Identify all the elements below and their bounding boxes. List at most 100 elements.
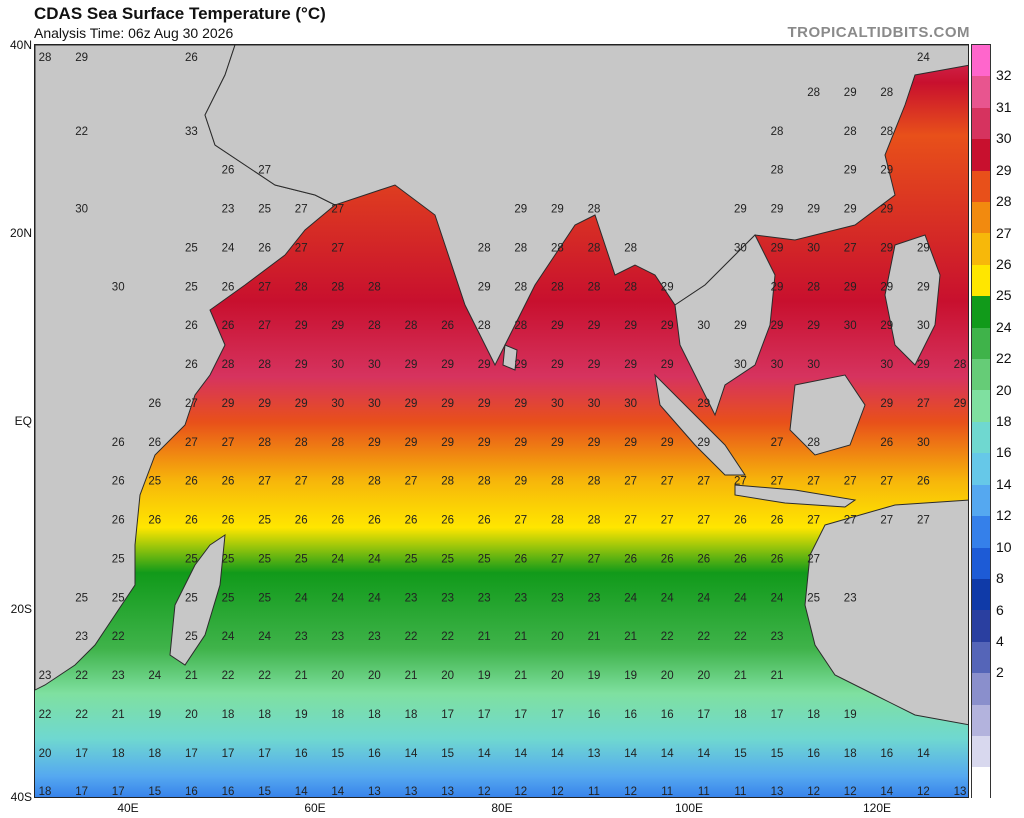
sst-value-label: 29 xyxy=(405,437,418,449)
sst-value-label: 26 xyxy=(917,476,930,488)
sst-value-label: 20 xyxy=(441,670,454,682)
sst-value-label: 26 xyxy=(661,553,674,565)
sst-value-label: 23 xyxy=(771,631,784,643)
colorbar-tick-label: 12 xyxy=(996,507,1012,524)
colorbar-segment xyxy=(972,107,990,140)
sst-value-label: 28 xyxy=(588,281,601,293)
sst-value-label: 23 xyxy=(295,631,308,643)
sst-value-label: 29 xyxy=(771,320,784,332)
sst-value-label: 26 xyxy=(112,437,125,449)
sst-value-label: 29 xyxy=(954,398,967,410)
sst-value-label: 26 xyxy=(112,476,125,488)
sst-value-label: 23 xyxy=(588,592,601,604)
colorbar-tick-label: 24 xyxy=(996,318,1012,335)
sst-value-label: 28 xyxy=(368,320,381,332)
sst-value-label: 15 xyxy=(258,786,271,798)
sst-value-label: 28 xyxy=(295,437,308,449)
sst-value-label: 25 xyxy=(405,553,418,565)
sst-value-label: 27 xyxy=(697,476,710,488)
sst-value-label: 27 xyxy=(258,320,271,332)
sst-value-label: 22 xyxy=(258,670,271,682)
sst-value-label: 30 xyxy=(368,359,381,371)
colorbar-segment xyxy=(972,767,990,799)
sst-value-label: 26 xyxy=(624,553,637,565)
sst-value-label: 22 xyxy=(661,631,674,643)
sst-value-label: 26 xyxy=(148,398,161,410)
sst-value-label: 28 xyxy=(331,437,344,449)
sst-value-label: 29 xyxy=(697,398,710,410)
sst-value-label: 22 xyxy=(75,670,88,682)
sst-value-label: 27 xyxy=(295,242,308,254)
sst-value-label: 29 xyxy=(917,281,930,293)
sst-value-label: 23 xyxy=(441,592,454,604)
sst-value-label: 26 xyxy=(880,437,893,449)
sst-value-label: 14 xyxy=(331,786,344,798)
sst-value-label: 27 xyxy=(880,515,893,527)
sst-value-label: 16 xyxy=(295,748,308,760)
sst-value-label: 29 xyxy=(624,437,637,449)
sst-value-label: 27 xyxy=(917,398,930,410)
sst-value-label: 12 xyxy=(624,786,637,798)
colorbar-tick-label: 16 xyxy=(996,444,1012,461)
sst-value-label: 29 xyxy=(661,437,674,449)
sst-value-label: 27 xyxy=(331,242,344,254)
sst-value-label: 26 xyxy=(734,515,747,527)
colorbar xyxy=(971,44,991,799)
sst-value-label: 15 xyxy=(441,748,454,760)
sst-value-label: 27 xyxy=(258,165,271,177)
sst-value-label: 25 xyxy=(148,476,161,488)
sst-value-label: 29 xyxy=(478,398,491,410)
colorbar-segment xyxy=(972,484,990,517)
sst-value-label: 24 xyxy=(697,592,710,604)
colorbar-tick-label: 29 xyxy=(996,161,1012,178)
sst-value-label: 17 xyxy=(112,786,125,798)
sst-value-label: 20 xyxy=(331,670,344,682)
sst-value-label: 27 xyxy=(661,515,674,527)
sst-value-label: 28 xyxy=(258,359,271,371)
sst-value-label: 29 xyxy=(222,398,235,410)
sst-value-label: 17 xyxy=(771,709,784,721)
colorbar-tick-label: 26 xyxy=(996,255,1012,272)
sst-value-label: 25 xyxy=(258,592,271,604)
sst-value-label: 14 xyxy=(697,748,710,760)
sst-value-label: 25 xyxy=(295,553,308,565)
sst-value-label: 24 xyxy=(624,592,637,604)
sst-value-label: 26 xyxy=(222,515,235,527)
sst-value-label: 23 xyxy=(331,631,344,643)
sst-value-label: 29 xyxy=(697,437,710,449)
colorbar-segment xyxy=(972,735,990,768)
sst-value-label: 30 xyxy=(844,320,857,332)
sst-value-label: 28 xyxy=(771,126,784,138)
sst-value-label: 29 xyxy=(478,281,491,293)
sst-value-label: 26 xyxy=(148,437,161,449)
sst-value-label: 28 xyxy=(478,242,491,254)
sst-value-label: 23 xyxy=(844,592,857,604)
sst-value-label: 25 xyxy=(478,553,491,565)
colorbar-segment xyxy=(972,641,990,674)
sst-value-label: 27 xyxy=(844,242,857,254)
sst-value-label: 26 xyxy=(222,165,235,177)
sst-value-label: 29 xyxy=(917,242,930,254)
sst-value-label: 29 xyxy=(405,359,418,371)
sst-value-label: 28 xyxy=(39,52,52,64)
lon-label-100e: 100E xyxy=(674,801,704,815)
sst-value-label: 15 xyxy=(734,748,747,760)
sst-value-label: 29 xyxy=(551,204,564,216)
sst-value-label: 30 xyxy=(917,320,930,332)
sst-value-label: 28 xyxy=(588,476,601,488)
sst-value-label: 19 xyxy=(844,709,857,721)
sst-value-label: 29 xyxy=(734,320,747,332)
sst-value-label: 25 xyxy=(185,242,198,254)
sst-value-label: 24 xyxy=(368,553,381,565)
lat-label-40n: 40N xyxy=(9,38,32,52)
landmass-asia xyxy=(204,45,968,367)
sst-value-label: 21 xyxy=(295,670,308,682)
sst-value-label: 18 xyxy=(222,709,235,721)
sst-value-label: 29 xyxy=(295,320,308,332)
sst-value-label: 28 xyxy=(588,242,601,254)
sst-value-label: 27 xyxy=(880,476,893,488)
sst-map[interactable]: 28 29 26 24 28 29 28 22 33 28 28 28 26 27 28 29 29 30 23 25… xyxy=(34,44,969,798)
sst-value-label: 28 xyxy=(551,476,564,488)
sst-value-label: 22 xyxy=(112,631,125,643)
sst-value-label: 28 xyxy=(368,476,381,488)
